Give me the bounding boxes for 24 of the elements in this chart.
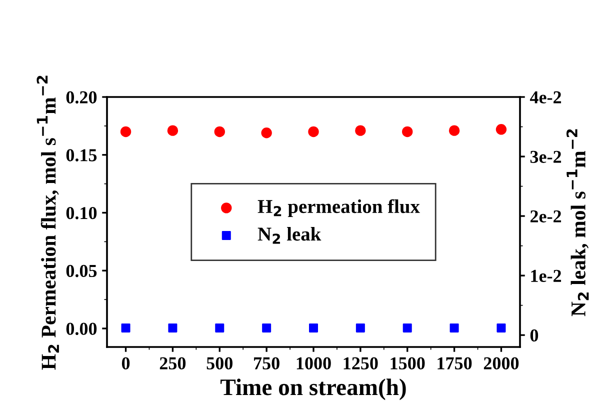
y-tick-label: 0.15 <box>66 149 97 162</box>
y-tick-label: 0.10 <box>66 207 97 220</box>
x-tick-label: 2000 <box>484 357 519 370</box>
x-axis-title: Time on stream(h) <box>220 378 406 400</box>
y-tick-label: 0.05 <box>66 264 97 278</box>
x-tick-label: 1250 <box>344 357 378 370</box>
x-tick-label: 500 <box>206 357 232 370</box>
x-tick-label: 0 <box>122 357 130 370</box>
y2-tick-label: 3e-2 <box>530 150 562 163</box>
x-tick-label: 750 <box>254 357 280 370</box>
x-tick-label: 250 <box>160 357 186 370</box>
legend-label: N$_{2}$ leak <box>258 227 322 244</box>
y2-tick-label: 1e-2 <box>531 270 562 282</box>
y2-axis-title: N$_{2}$ leak, mol s$^{−1}$m$^{−2}$ <box>566 129 589 316</box>
y-axis-title: H$_{2}$ Permeation flux, mol s$^{−1}$m$^{−2}$ <box>36 76 59 370</box>
legend-label: H$_{2}$ permeation flux <box>258 199 420 218</box>
x-tick-label: 1750 <box>438 357 472 370</box>
y2-tick-label: 4e-2 <box>530 91 562 104</box>
y-tick-label: 0.20 <box>66 91 97 104</box>
y2-tick-label: 2e-2 <box>530 210 562 222</box>
y2-tick-label: 0 <box>530 329 538 342</box>
x-tick-label: 1000 <box>296 357 331 370</box>
x-tick-label: 1500 <box>390 357 425 370</box>
y-tick-label: 0.00 <box>66 322 97 336</box>
